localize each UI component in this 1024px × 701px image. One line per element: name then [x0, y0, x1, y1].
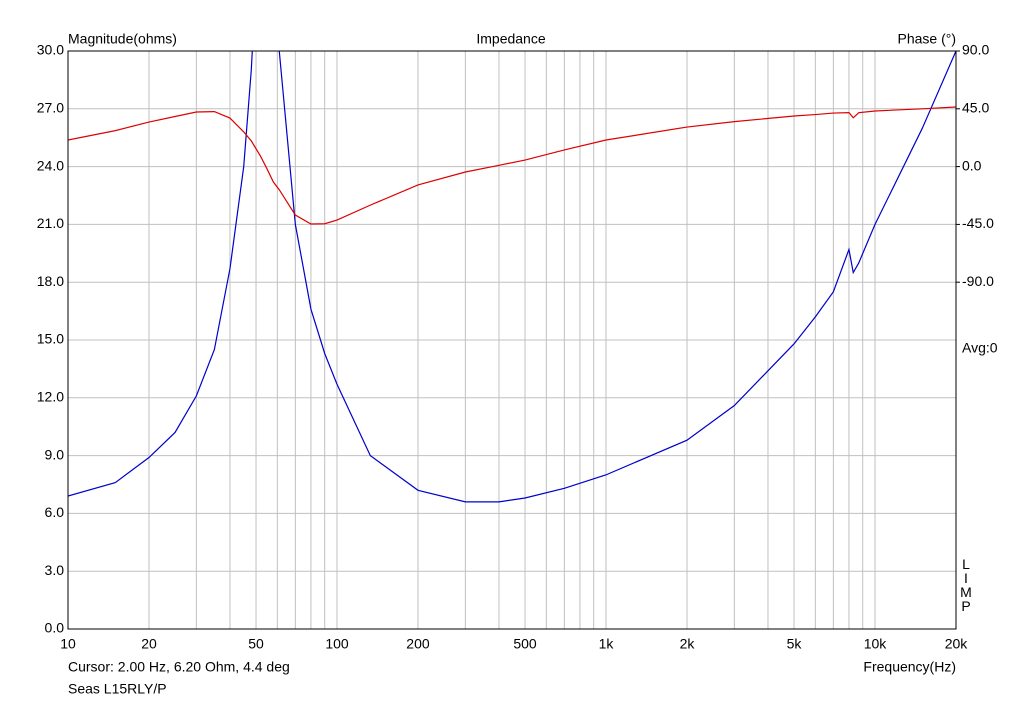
x-tick-label: 10 — [60, 636, 76, 652]
y2-tick-label: 90.0 — [962, 42, 989, 58]
grid — [67, 50, 957, 630]
x-tick-label: 50 — [248, 636, 264, 652]
y-tick-label: 27.0 — [37, 100, 64, 116]
chart-title: Impedance — [476, 31, 545, 47]
logo: LIMP — [958, 556, 974, 612]
x-axis-label: Frequency(Hz) — [863, 659, 956, 675]
x-tick-label: 20 — [141, 636, 157, 652]
y-tick-label: 0.0 — [45, 620, 65, 636]
plot-lines — [68, 51, 956, 503]
y-tick-label: 6.0 — [45, 504, 65, 520]
x-tick-label: 100 — [325, 636, 349, 652]
y-tick-label: 30.0 — [37, 42, 64, 58]
y-tick-label: 15.0 — [37, 331, 64, 347]
x-tick-label: 1k — [599, 636, 615, 652]
y2-tick-label: -45.0 — [962, 215, 994, 231]
y2-tick-label: -90.0 — [962, 273, 994, 289]
y-tick-label: 9.0 — [45, 446, 65, 462]
y2-axis-label: Phase (°) — [897, 31, 956, 47]
y-tick-label: 18.0 — [37, 273, 64, 289]
y-tick-label: 24.0 — [37, 157, 64, 173]
y-axis-label: Magnitude(ohms) — [68, 31, 177, 47]
subtitle: Seas L15RLY/P — [68, 681, 167, 697]
plot-frame — [67, 50, 957, 630]
x-tick-label: 200 — [406, 636, 430, 652]
series-line — [68, 51, 956, 503]
x-tick-label: 5k — [787, 636, 803, 652]
x-tick-label: 500 — [513, 636, 537, 652]
y-tick-label: 21.0 — [37, 215, 64, 231]
y-tick-label: 12.0 — [37, 389, 64, 405]
x-tick-label: 10k — [864, 636, 888, 652]
series-line — [68, 106, 956, 225]
y-tick-label: 3.0 — [45, 562, 65, 578]
average: Avg:0 — [962, 340, 998, 356]
cursor-readout: Cursor: 2.00 Hz, 6.20 Ohm, 4.4 deg — [68, 659, 290, 675]
y2-tick-label: 45.0 — [962, 100, 989, 116]
y2-tick-label: 0.0 — [962, 157, 982, 173]
x-tick-label: 20k — [945, 636, 969, 652]
x-tick-label: 2k — [680, 636, 696, 652]
